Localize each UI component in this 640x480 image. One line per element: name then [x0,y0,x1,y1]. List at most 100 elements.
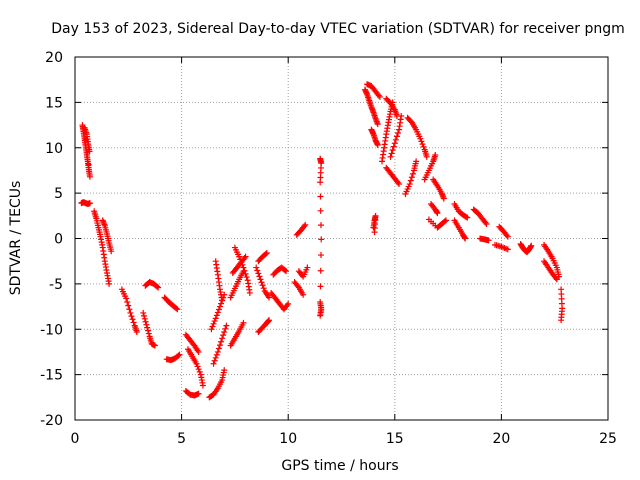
data-point [196,368,203,375]
chart-title: Day 153 of 2023, Sidereal Day-to-day VTE… [51,21,625,37]
data-point [263,250,270,257]
data-point [141,312,148,319]
data-point [124,299,131,306]
data-point [218,300,225,307]
data-point [388,150,395,157]
x-tick-label: 10 [279,431,297,447]
data-point [463,213,470,220]
data-point [216,303,223,310]
data-point [220,332,227,339]
y-axis-label: SDTVAR / TECUs [8,181,24,296]
y-tick-label: 0 [54,232,63,248]
data-point [434,210,441,217]
data-point [462,235,469,242]
data-point [482,219,489,226]
data-point [214,309,221,316]
data-point [483,220,490,227]
data-point [317,179,324,186]
data-point [396,181,403,188]
data-point [212,315,219,322]
plot-frame [74,56,609,421]
data-point [317,207,324,214]
data-point [504,246,511,253]
data-point [242,253,249,260]
y-tick-label: 5 [54,186,63,202]
data-point [432,152,439,159]
data-point [211,318,218,325]
data-point [374,121,381,128]
data-point [176,351,183,358]
data-point [371,229,378,236]
data-point [219,297,226,304]
data-point [219,335,226,342]
data-point [394,130,401,137]
data-point [237,256,244,263]
data-point [125,302,132,309]
data-point [300,291,307,298]
data-point [317,193,324,200]
data-point [413,158,420,165]
data-point [284,302,291,309]
data-point [304,264,311,271]
data-point [128,313,135,320]
data-point [208,326,215,333]
x-tick-label: 5 [177,431,186,447]
data-point [241,255,248,262]
data-point [294,283,301,290]
data-point [285,300,292,307]
data-point [504,233,511,240]
data-point [423,153,430,160]
data-point [260,285,267,292]
data-point [175,352,182,359]
data-point [174,306,181,313]
data-point [318,236,325,243]
data-point [392,136,399,143]
data-point [222,325,229,332]
data-point [106,280,113,287]
data-point [440,195,447,202]
data-point [442,217,449,224]
data-point [216,342,223,349]
data-point [420,143,427,150]
data-point [223,322,230,329]
data-point [85,161,92,168]
data-point [130,319,137,326]
y-tick-label: -15 [40,368,63,384]
data-point [215,345,222,352]
data-point [123,295,130,302]
y-tick-label: -20 [40,413,63,429]
data-point [375,92,382,99]
y-tick-label: 20 [45,50,63,66]
data-point [213,351,220,358]
data-point [258,279,265,286]
data-point [418,138,425,145]
data-point [214,348,221,355]
data-point [154,283,161,290]
data-point [255,270,262,277]
data-point [199,382,206,389]
data-point [127,309,134,316]
data-point [317,312,324,319]
data-point [406,181,413,188]
data-point [215,306,222,313]
data-point [151,342,158,349]
x-axis-label: GPS time / hours [281,458,398,474]
data-point [283,268,290,275]
data-point [553,276,560,283]
x-tick-label: 20 [492,431,510,447]
data-point [387,153,394,160]
data-point [142,318,149,325]
data-point [552,274,559,281]
data-point [212,354,219,361]
data-point [282,267,289,274]
data-point [194,363,201,370]
data-point [485,237,492,244]
data-point [390,143,397,150]
data-point [145,327,152,334]
data-point [409,170,416,177]
data-point [317,222,324,229]
data-point [301,223,308,230]
data-point [239,261,246,268]
x-tick-label: 15 [386,431,404,447]
